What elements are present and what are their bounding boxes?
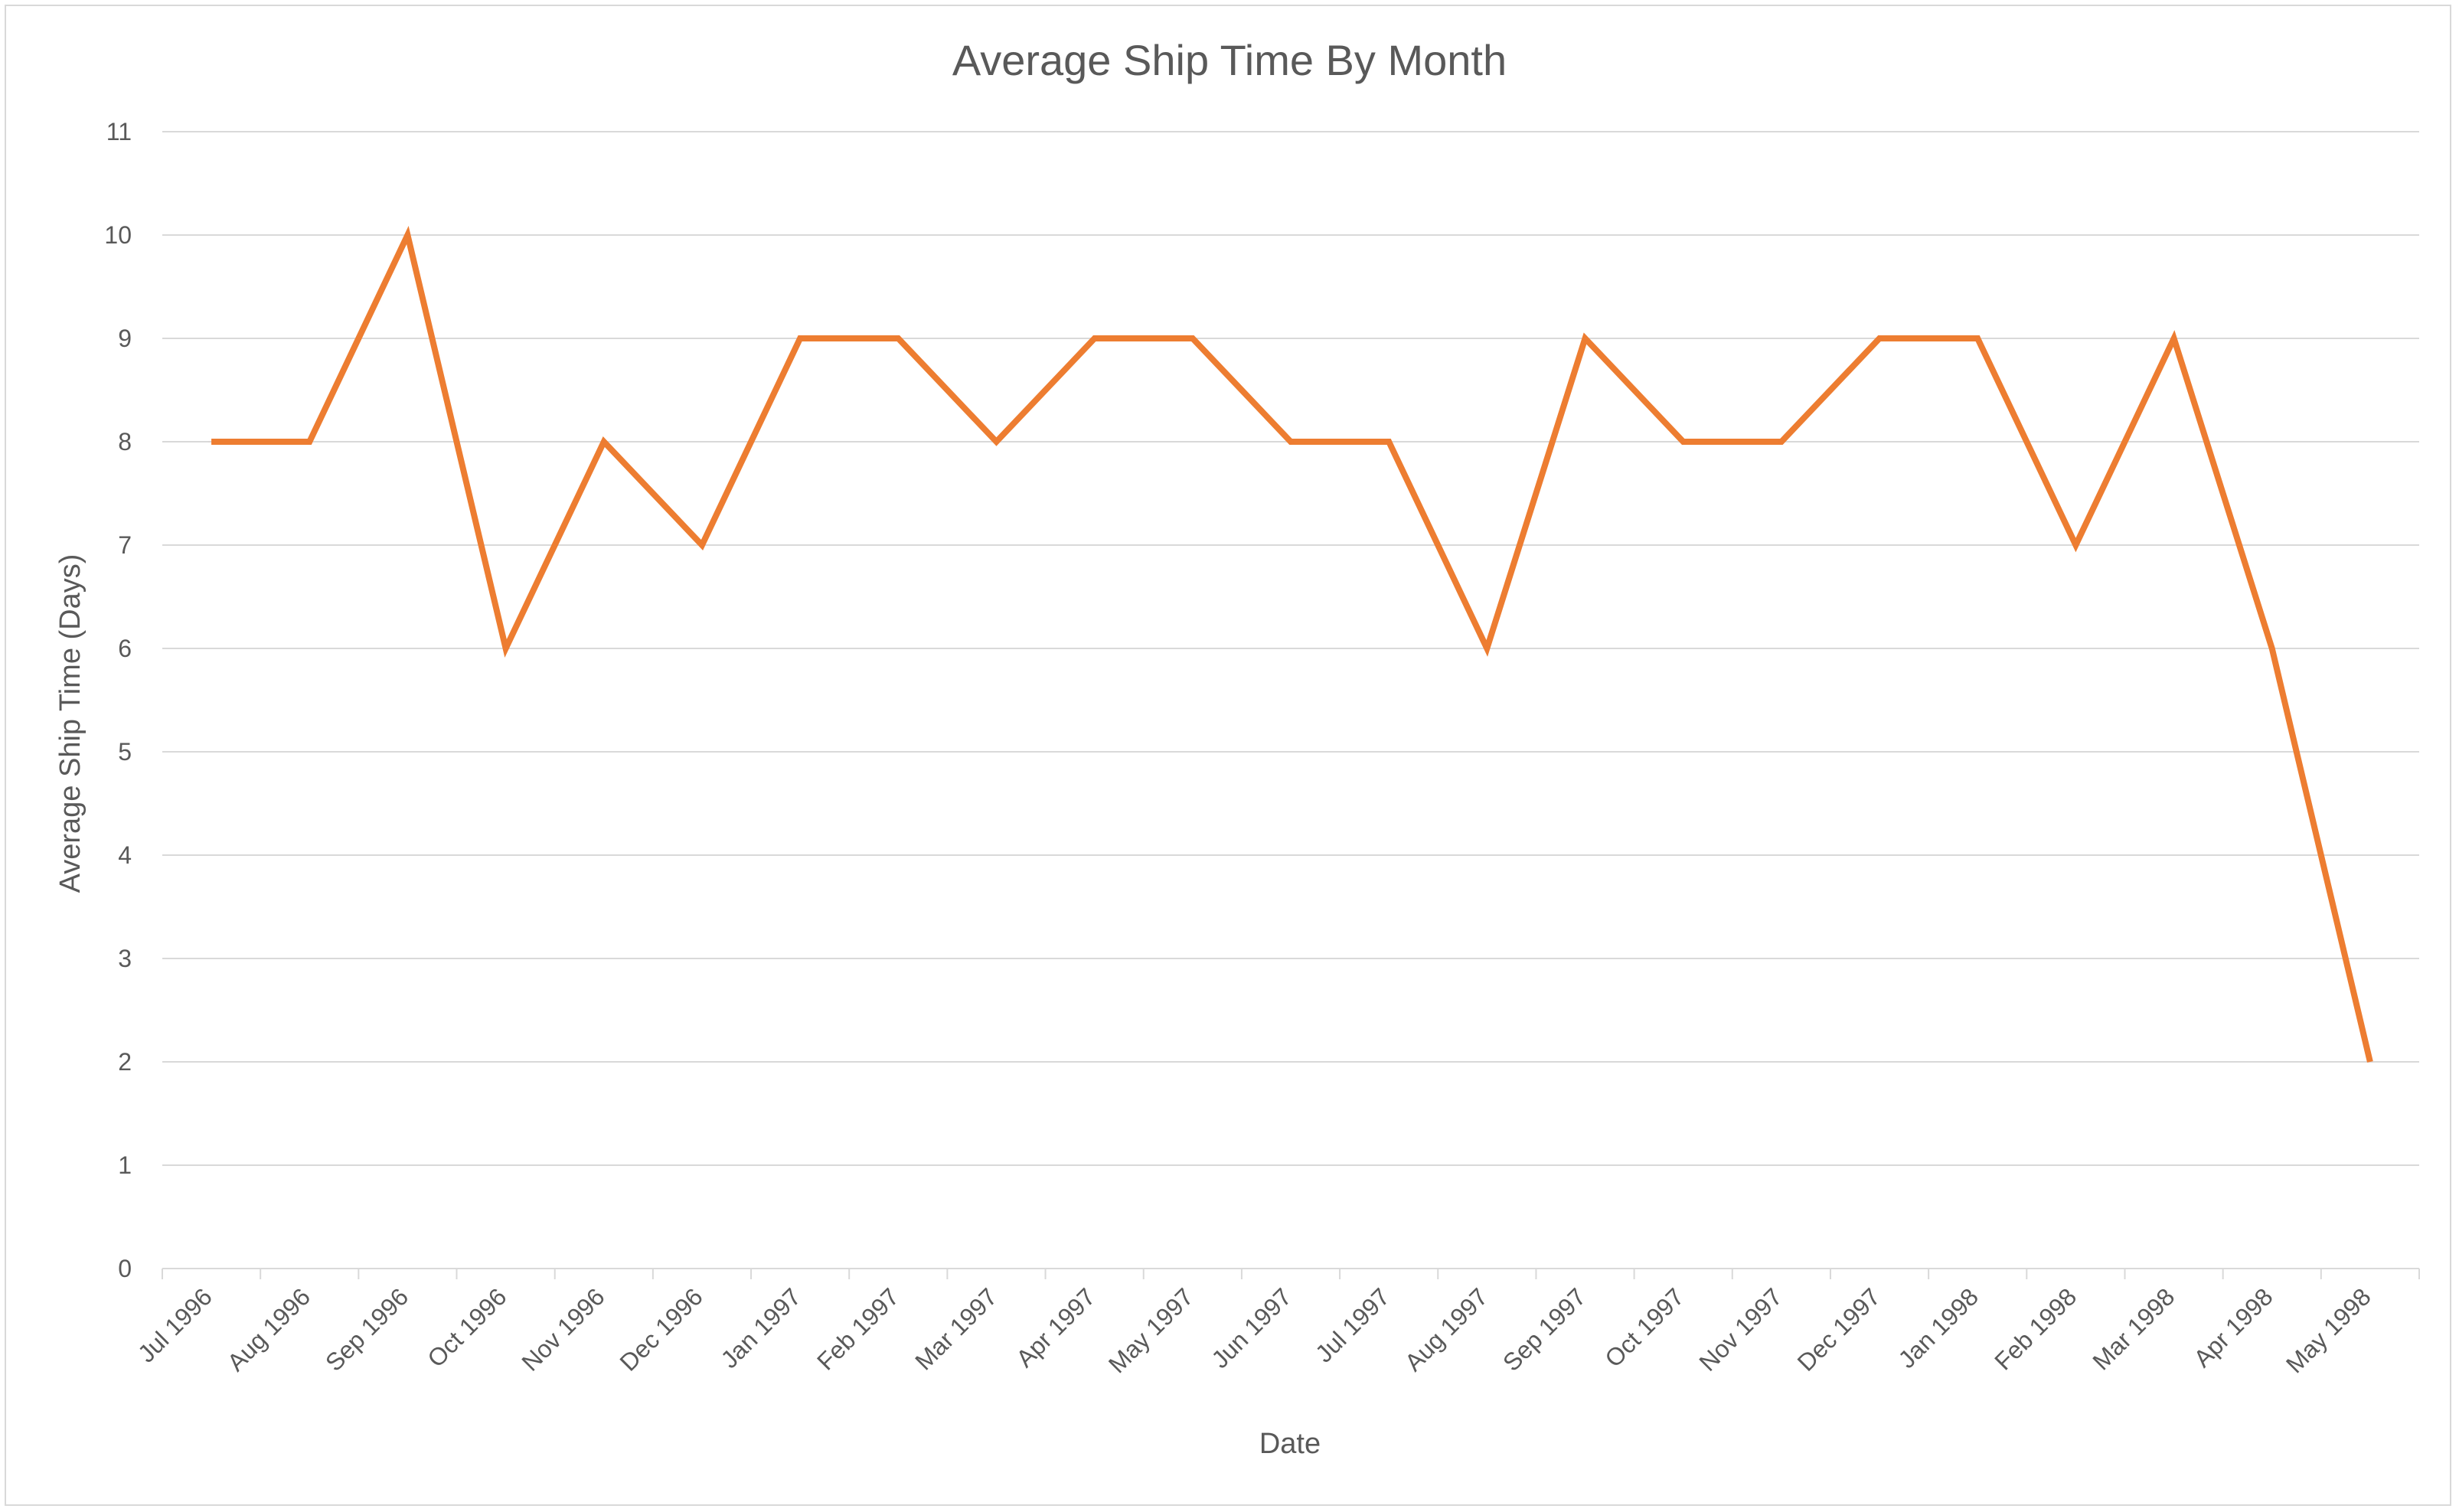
x-tick-label: Mar 1997 <box>909 1283 1002 1376</box>
series-line-0 <box>211 226 2373 1063</box>
x-tick-label: Oct 1996 <box>422 1283 511 1373</box>
x-tick-label: Feb 1998 <box>1989 1283 2082 1376</box>
chart-title: Average Ship Time By Month <box>952 36 1507 84</box>
data-point <box>1974 335 1981 341</box>
y-tick-label-5: 5 <box>118 738 132 766</box>
x-axis-title: Date <box>1259 1428 1321 1460</box>
data-point <box>1092 335 1098 341</box>
data-point <box>1386 439 1392 445</box>
x-tick-label: Dec 1996 <box>615 1283 708 1376</box>
data-point <box>1680 439 1687 445</box>
data-point <box>797 335 803 341</box>
y-tick-label-4: 4 <box>118 841 132 869</box>
y-tick-label-9: 9 <box>118 325 132 352</box>
x-tick-label: Sep 1996 <box>320 1283 413 1376</box>
y-tick-label-11: 11 <box>106 118 132 145</box>
data-point <box>1288 439 1294 445</box>
x-tick-label: Oct 1997 <box>1599 1283 1689 1373</box>
x-axis: Jul 1996 Aug 1996 Sep 1996 Oct 1996 Nov 1996… <box>132 1268 2420 1379</box>
series-layer <box>208 226 2373 1065</box>
y-tick-label-7: 7 <box>118 531 132 559</box>
data-point <box>2269 645 2275 651</box>
x-tick-label: Apr 1998 <box>2188 1283 2278 1373</box>
data-point <box>1876 335 1883 341</box>
data-point <box>404 232 410 238</box>
y-tick-label-10: 10 <box>104 221 132 249</box>
y-tick-label-8: 8 <box>118 428 132 456</box>
y-axis-ticks: 0 1 2 3 4 5 6 7 8 9 10 11 <box>104 118 132 1282</box>
y-tick-label-6: 6 <box>118 635 132 662</box>
x-tick-label: Dec 1997 <box>1792 1283 1886 1376</box>
data-point <box>699 542 705 548</box>
data-point <box>1582 335 1589 341</box>
gridlines <box>162 131 2419 1166</box>
x-tick-label: Mar 1998 <box>2087 1283 2180 1376</box>
y-tick-label-3: 3 <box>118 945 132 972</box>
data-point <box>2072 542 2079 548</box>
data-point <box>601 439 607 445</box>
x-tick-label: May 1998 <box>2281 1283 2376 1379</box>
x-tick-label: Nov 1997 <box>1693 1283 1787 1376</box>
y-tick-label-0: 0 <box>118 1255 132 1282</box>
data-point <box>306 439 312 445</box>
x-tick-label: Jan 1997 <box>715 1283 806 1374</box>
data-point <box>503 645 509 651</box>
data-point <box>993 439 999 445</box>
x-tick-label: Nov 1996 <box>516 1283 609 1376</box>
data-point <box>208 439 214 445</box>
data-point <box>1190 335 1196 341</box>
x-tick-label: Jun 1997 <box>1206 1283 1297 1374</box>
x-tick-label: May 1997 <box>1103 1283 1199 1379</box>
x-tick-label: Aug 1996 <box>222 1283 315 1376</box>
x-tick-label: Aug 1997 <box>1399 1283 1493 1376</box>
data-point <box>2171 335 2177 341</box>
data-point <box>2367 1059 2373 1065</box>
x-tick-label: Jul 1996 <box>132 1283 217 1368</box>
y-tick-label-1: 1 <box>118 1151 132 1179</box>
data-point <box>1778 439 1785 445</box>
data-point <box>1484 645 1490 651</box>
x-tick-label: Sep 1997 <box>1497 1283 1591 1376</box>
x-tick-label: Apr 1997 <box>1011 1283 1100 1373</box>
y-axis-title: Average Ship Time (Days) <box>54 554 87 893</box>
x-tick-label: Jul 1997 <box>1310 1283 1395 1368</box>
x-tick-label: Jan 1998 <box>1893 1283 1984 1374</box>
data-point <box>895 335 901 341</box>
x-tick-label: Feb 1997 <box>812 1283 904 1376</box>
y-tick-label-2: 2 <box>118 1048 132 1076</box>
